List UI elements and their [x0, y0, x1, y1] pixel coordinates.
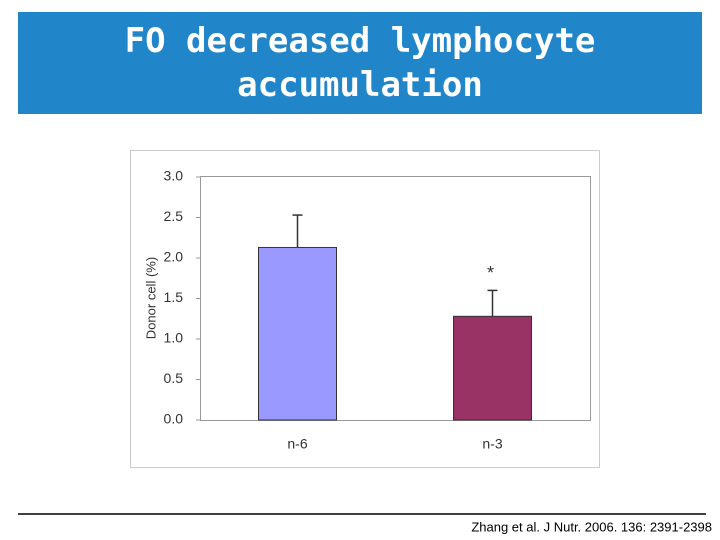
slide-title-line: FO decreased lymphocyte: [125, 21, 596, 61]
y-tick-label: 0.5: [164, 370, 184, 386]
y-tick-label: 1.5: [164, 289, 184, 305]
bar: [258, 246, 337, 421]
significance-marker: *: [487, 263, 494, 283]
x-tick-label: n-3: [482, 436, 502, 452]
citation: Zhang et al. J Nutr. 2006. 136: 2391-239…: [471, 519, 712, 534]
bar: [453, 315, 532, 421]
slide-title-line: accumulation: [237, 65, 483, 105]
y-axis-label: Donor cell (%): [143, 257, 158, 339]
x-tick-label: n-6: [287, 436, 307, 452]
y-tick-label: 3.0: [164, 168, 184, 184]
y-tick-label: 1.0: [164, 330, 184, 346]
y-tick-label: 0.0: [164, 411, 184, 427]
y-tick-label: 2.5: [164, 208, 184, 224]
header-bar: [18, 12, 702, 114]
plot-area: [200, 176, 591, 421]
y-tick-label: 2.0: [164, 249, 184, 265]
